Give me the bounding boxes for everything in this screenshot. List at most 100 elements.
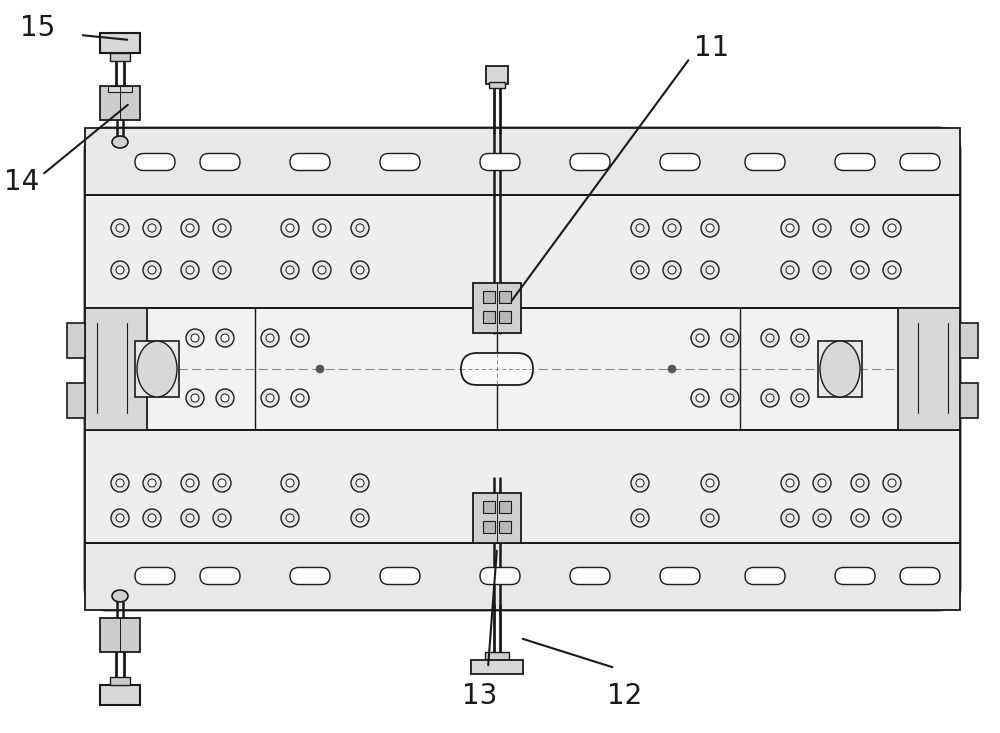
Ellipse shape [636, 266, 644, 274]
Ellipse shape [883, 509, 901, 527]
Ellipse shape [111, 474, 129, 492]
Ellipse shape [356, 514, 364, 522]
Ellipse shape [663, 219, 681, 237]
Ellipse shape [668, 224, 676, 232]
Ellipse shape [148, 224, 156, 232]
Ellipse shape [818, 266, 826, 274]
Ellipse shape [148, 514, 156, 522]
Bar [473, 493, 521, 543]
Ellipse shape [318, 224, 326, 232]
Ellipse shape [218, 479, 226, 487]
Ellipse shape [221, 394, 229, 402]
Ellipse shape [636, 479, 644, 487]
Bar [85, 128, 960, 195]
Ellipse shape [721, 329, 739, 347]
FancyBboxPatch shape [660, 153, 700, 171]
Ellipse shape [191, 394, 199, 402]
Text: 11: 11 [694, 34, 730, 62]
Bar [110, 677, 130, 685]
FancyBboxPatch shape [900, 153, 940, 171]
Ellipse shape [316, 365, 324, 373]
Ellipse shape [631, 509, 649, 527]
Bar [100, 33, 140, 53]
Ellipse shape [281, 509, 299, 527]
Ellipse shape [351, 509, 369, 527]
FancyBboxPatch shape [461, 353, 533, 385]
Ellipse shape [286, 266, 294, 274]
Ellipse shape [813, 219, 831, 237]
Ellipse shape [813, 509, 831, 527]
Ellipse shape [786, 224, 794, 232]
Ellipse shape [356, 224, 364, 232]
Ellipse shape [701, 219, 719, 237]
FancyBboxPatch shape [290, 153, 330, 171]
Bar [100, 86, 140, 120]
FancyBboxPatch shape [570, 153, 610, 171]
Ellipse shape [813, 261, 831, 279]
Ellipse shape [351, 261, 369, 279]
Ellipse shape [116, 514, 124, 522]
Bar [818, 341, 862, 397]
Ellipse shape [726, 394, 734, 402]
Ellipse shape [883, 219, 901, 237]
Ellipse shape [796, 334, 804, 342]
FancyBboxPatch shape [380, 567, 420, 584]
Ellipse shape [186, 329, 204, 347]
Ellipse shape [851, 474, 869, 492]
Ellipse shape [181, 474, 199, 492]
Ellipse shape [356, 479, 364, 487]
Ellipse shape [112, 590, 128, 602]
Ellipse shape [636, 224, 644, 232]
Ellipse shape [218, 266, 226, 274]
FancyBboxPatch shape [835, 153, 875, 171]
Ellipse shape [213, 261, 231, 279]
Bar [489, 82, 505, 88]
FancyBboxPatch shape [570, 567, 610, 584]
Bar [135, 341, 179, 397]
Ellipse shape [296, 394, 304, 402]
Ellipse shape [148, 479, 156, 487]
Ellipse shape [213, 219, 231, 237]
Ellipse shape [791, 389, 809, 407]
Ellipse shape [818, 514, 826, 522]
Bar [960, 323, 978, 358]
Ellipse shape [213, 474, 231, 492]
Ellipse shape [313, 219, 331, 237]
Ellipse shape [856, 479, 864, 487]
FancyBboxPatch shape [480, 567, 520, 584]
Ellipse shape [261, 389, 279, 407]
Ellipse shape [668, 365, 676, 373]
Ellipse shape [143, 261, 161, 279]
Ellipse shape [291, 329, 309, 347]
Ellipse shape [888, 266, 896, 274]
Bar [960, 383, 978, 418]
Ellipse shape [356, 266, 364, 274]
Ellipse shape [851, 261, 869, 279]
Ellipse shape [281, 219, 299, 237]
Ellipse shape [786, 266, 794, 274]
Bar [100, 685, 140, 705]
Ellipse shape [291, 389, 309, 407]
Ellipse shape [706, 266, 714, 274]
Ellipse shape [191, 334, 199, 342]
Ellipse shape [213, 509, 231, 527]
Ellipse shape [851, 219, 869, 237]
Bar [483, 501, 495, 513]
FancyBboxPatch shape [135, 153, 175, 171]
Ellipse shape [181, 219, 199, 237]
Ellipse shape [116, 266, 124, 274]
Ellipse shape [791, 329, 809, 347]
Ellipse shape [766, 334, 774, 342]
Text: 14: 14 [4, 168, 40, 196]
Ellipse shape [721, 389, 739, 407]
Bar [898, 308, 960, 430]
Ellipse shape [143, 474, 161, 492]
Ellipse shape [286, 224, 294, 232]
Ellipse shape [266, 394, 274, 402]
Ellipse shape [668, 266, 676, 274]
Ellipse shape [851, 509, 869, 527]
Ellipse shape [186, 224, 194, 232]
Ellipse shape [148, 266, 156, 274]
Ellipse shape [181, 509, 199, 527]
FancyBboxPatch shape [135, 567, 175, 584]
